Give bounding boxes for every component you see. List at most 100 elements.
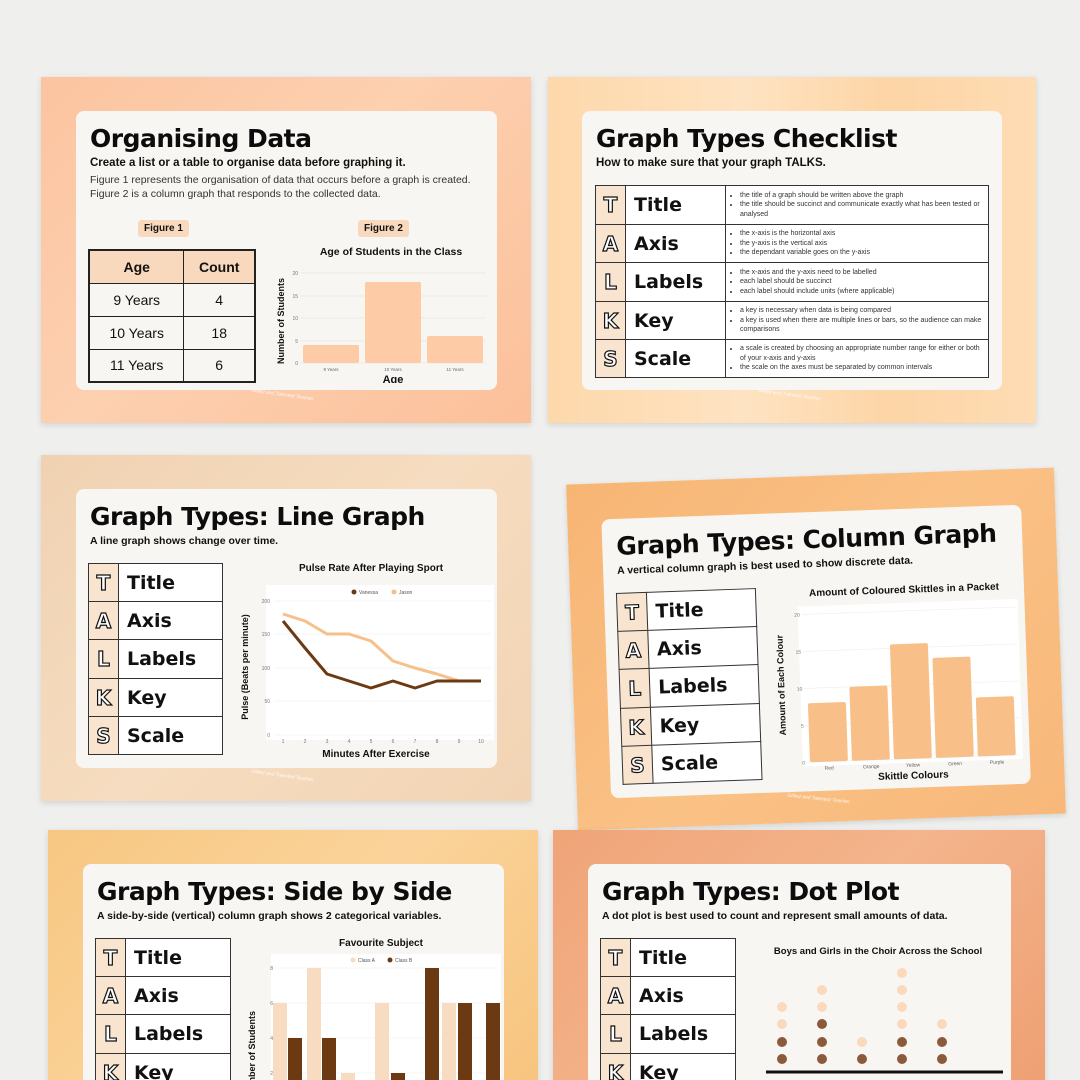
bullet: each label should be succinct xyxy=(740,277,984,286)
bullet: each label should include units (where a… xyxy=(740,287,984,296)
talks-row: A Axis xyxy=(617,626,759,670)
letter-t: T xyxy=(600,938,631,977)
svg-text:20: 20 xyxy=(292,271,298,277)
bullet: the title of a graph should be written a… xyxy=(740,191,984,200)
word-title: Title xyxy=(125,938,231,977)
svg-text:1: 1 xyxy=(282,739,285,745)
letter-s: S xyxy=(621,745,654,785)
word-labels: Labels xyxy=(625,262,726,302)
table-cell: 6 xyxy=(183,348,256,383)
svg-text:Amount of Coloured Skittles in: Amount of Coloured Skittles in a Packet xyxy=(809,582,1000,600)
bullet: a scale is created by choosing an approp… xyxy=(740,344,984,363)
word-key: Key xyxy=(630,1053,736,1080)
slide-title: Graph Types: Dot Plot xyxy=(602,877,900,906)
talks-table: T Title A Axis L Labels K Key xyxy=(600,938,736,1080)
letter-k: K xyxy=(95,1053,126,1080)
description: the x-axis and the y-axis need to be lab… xyxy=(725,262,989,302)
svg-text:0: 0 xyxy=(295,361,298,367)
talks-row: T Title xyxy=(600,938,736,977)
svg-text:8: 8 xyxy=(436,739,439,745)
table-cell: 10 Years xyxy=(88,315,185,350)
svg-text:9: 9 xyxy=(458,739,461,745)
letter-l: L xyxy=(88,639,119,679)
table-row: 11 Years 6 xyxy=(88,348,256,383)
svg-text:Class B: Class B xyxy=(395,958,413,964)
talks-row: A Axis xyxy=(600,976,736,1015)
table-row: 10 Years 18 xyxy=(88,315,256,350)
slide-title: Graph Types Checklist xyxy=(596,124,897,153)
slide-card: Graph Types: Line Graph A line graph sho… xyxy=(76,489,497,768)
table-header: Count xyxy=(183,249,256,284)
letter-t: T xyxy=(595,185,626,225)
bullet: the dependant variable goes on the y-axi… xyxy=(740,248,984,257)
svg-text:Yellow: Yellow xyxy=(906,762,921,769)
slide-column-graph[interactable]: Graph Types: Column Graph A vertical col… xyxy=(566,467,1066,831)
talks-row: L Labels xyxy=(95,1014,231,1054)
talks-row: T Title xyxy=(88,563,223,602)
word-axis: Axis xyxy=(647,626,759,669)
svg-text:2: 2 xyxy=(270,1071,273,1077)
word-axis: Axis xyxy=(118,601,223,640)
letter-t: T xyxy=(616,592,648,632)
letter-k: K xyxy=(600,1053,631,1080)
slide-line-graph[interactable]: Graph Types: Line Graph A line graph sho… xyxy=(41,455,531,801)
slide-side-by-side[interactable]: Graph Types: Side by Side A side-by-side… xyxy=(48,830,538,1080)
letter-a: A xyxy=(600,976,631,1015)
talks-row: K Key xyxy=(600,1053,736,1080)
table-cell: 9 Years xyxy=(88,282,185,317)
svg-text:9 Years: 9 Years xyxy=(323,367,339,372)
slide-title: Organising Data xyxy=(90,124,312,153)
svg-text:4: 4 xyxy=(348,739,351,745)
svg-text:Minutes After Exercise: Minutes After Exercise xyxy=(322,749,430,760)
slide-subtitle: A line graph shows change over time. xyxy=(90,534,279,547)
svg-text:Pulse Rate After Playing Sport: Pulse Rate After Playing Sport xyxy=(299,563,444,574)
svg-text:Age of Students in the Class: Age of Students in the Class xyxy=(320,246,463,258)
table-header-row: Age Count xyxy=(88,249,256,284)
bullet: the x-axis and the y-axis need to be lab… xyxy=(740,268,984,277)
word-labels: Labels xyxy=(125,1014,231,1054)
slide-card: Graph Types: Column Graph A vertical col… xyxy=(601,504,1031,799)
svg-text:5: 5 xyxy=(801,723,804,729)
slide-title: Graph Types: Side by Side xyxy=(97,877,452,906)
slide-dot-plot[interactable]: Graph Types: Dot Plot A dot plot is best… xyxy=(553,830,1045,1080)
talks-row: K Key xyxy=(88,678,223,717)
letter-s: S xyxy=(595,339,626,378)
slide-subtitle: A side-by-side (vertical) column graph s… xyxy=(97,909,442,922)
word-axis: Axis xyxy=(630,976,736,1015)
word-axis: Axis xyxy=(125,976,231,1015)
pulse-line-chart: Pulse Rate After Playing Sport Vanessa J… xyxy=(240,563,494,760)
talks-row: K Key xyxy=(95,1053,231,1080)
svg-text:Pulse (Beats per minute): Pulse (Beats per minute) xyxy=(240,614,250,720)
svg-text:Jason: Jason xyxy=(399,590,413,596)
word-title: Title xyxy=(630,938,736,977)
slide-organising-data[interactable]: Organising Data Create a list or a table… xyxy=(41,77,531,423)
svg-text:Number of Students: Number of Students xyxy=(276,278,286,364)
slide-subtitle: A dot plot is best used to count and rep… xyxy=(602,909,948,922)
letter-l: L xyxy=(595,262,626,302)
svg-text:20: 20 xyxy=(794,613,800,619)
slide-title: Graph Types: Line Graph xyxy=(90,502,425,531)
talks-row: L Labels xyxy=(600,1014,736,1054)
table-cell: 4 xyxy=(183,282,256,317)
slide-graph-checklist[interactable]: Graph Types Checklist How to make sure t… xyxy=(548,77,1036,423)
description: the x-axis is the horizontal axisthe y-a… xyxy=(725,224,989,263)
letter-k: K xyxy=(88,678,119,717)
svg-text:10: 10 xyxy=(478,739,484,745)
svg-text:5: 5 xyxy=(295,339,298,345)
svg-text:200: 200 xyxy=(262,599,271,605)
svg-text:10: 10 xyxy=(797,686,803,692)
slide-card: Organising Data Create a list or a table… xyxy=(76,111,497,390)
talks-table: T Title A Axis L Labels K Key xyxy=(95,938,231,1080)
word-key: Key xyxy=(118,678,223,717)
talks-row: S Scale xyxy=(88,716,223,755)
word-title: Title xyxy=(118,563,223,602)
talks-row: A Axis xyxy=(95,976,231,1015)
svg-text:0: 0 xyxy=(802,760,805,766)
word-key: Key xyxy=(125,1053,231,1080)
word-scale: Scale xyxy=(118,716,223,755)
choir-dot-plot: Boys and Girls in the Choir Across the S… xyxy=(766,946,1003,1074)
